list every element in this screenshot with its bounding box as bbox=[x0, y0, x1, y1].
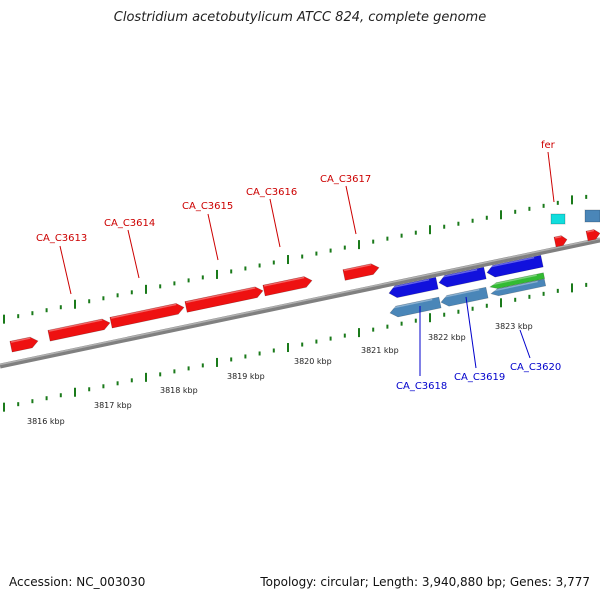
forward-gene-label: CA_C3617 bbox=[320, 174, 371, 185]
reverse-gene-label: CA_C3618 bbox=[396, 381, 447, 392]
forward-gene-arrow bbox=[553, 235, 568, 248]
genome-backbone bbox=[0, 237, 600, 369]
accession-label: Accession: NC_003030 bbox=[9, 575, 146, 589]
forward-gene-leader bbox=[207, 213, 219, 261]
ruler-label: 3818 kbp bbox=[160, 386, 198, 395]
reverse-gene-label: CA_C3620 bbox=[510, 362, 561, 373]
reverse-gene-arrow bbox=[388, 276, 439, 298]
forward-gene-arrow bbox=[262, 276, 313, 297]
reverse-gene-leader bbox=[465, 296, 477, 369]
genome-stats-label: Topology: circular; Length: 3,940,880 bp… bbox=[260, 575, 590, 589]
forward-gene-arrow bbox=[585, 229, 600, 242]
forward-gene-arrow bbox=[342, 263, 380, 281]
ruler-label: 3821 kbp bbox=[361, 346, 399, 355]
forward-gene-leader bbox=[269, 198, 281, 248]
reverse-gene-arrow bbox=[486, 254, 544, 278]
forward-gene-label: CA_C3614 bbox=[104, 218, 155, 229]
forward-gene-leader bbox=[345, 185, 357, 235]
forward-gene-arrow bbox=[184, 286, 264, 313]
reverse-gene-leader bbox=[519, 329, 531, 359]
ruler-label: 3819 kbp bbox=[227, 372, 265, 381]
reverse-gene-label: CA_C3619 bbox=[454, 372, 505, 383]
forward-gene-label: fer bbox=[541, 140, 556, 151]
ruler-label: 3816 kbp bbox=[27, 417, 65, 426]
map-title: Clostridium acetobutylicum ATCC 824, com… bbox=[113, 10, 487, 25]
ruler-label: 3823 kbp bbox=[495, 322, 533, 331]
forward-gene-label: CA_C3613 bbox=[36, 233, 87, 244]
reverse-gene-block bbox=[490, 278, 547, 297]
ruler-label: 3822 kbp bbox=[428, 333, 466, 342]
forward-gene-leader bbox=[59, 245, 72, 295]
special-feature bbox=[550, 213, 566, 225]
reverse-gene-arrow bbox=[438, 266, 487, 288]
genome-backbone-highlight bbox=[0, 237, 600, 366]
forward-gene-label: CA_C3616 bbox=[246, 187, 297, 198]
forward-gene-arrow bbox=[47, 318, 111, 342]
rna-gene-block bbox=[489, 272, 545, 289]
reverse-gene-block bbox=[389, 296, 442, 318]
forward-gene-leader bbox=[127, 229, 140, 279]
forward-gene-arrow bbox=[9, 336, 39, 353]
reverse-gene-block bbox=[584, 209, 600, 223]
forward-gene-leader bbox=[547, 151, 555, 203]
ruler-label: 3817 kbp bbox=[94, 401, 132, 410]
reverse-gene-block bbox=[440, 286, 489, 307]
forward-gene-arrow bbox=[109, 303, 185, 329]
forward-gene-label: CA_C3615 bbox=[182, 201, 233, 212]
ruler-label: 3820 kbp bbox=[294, 357, 332, 366]
